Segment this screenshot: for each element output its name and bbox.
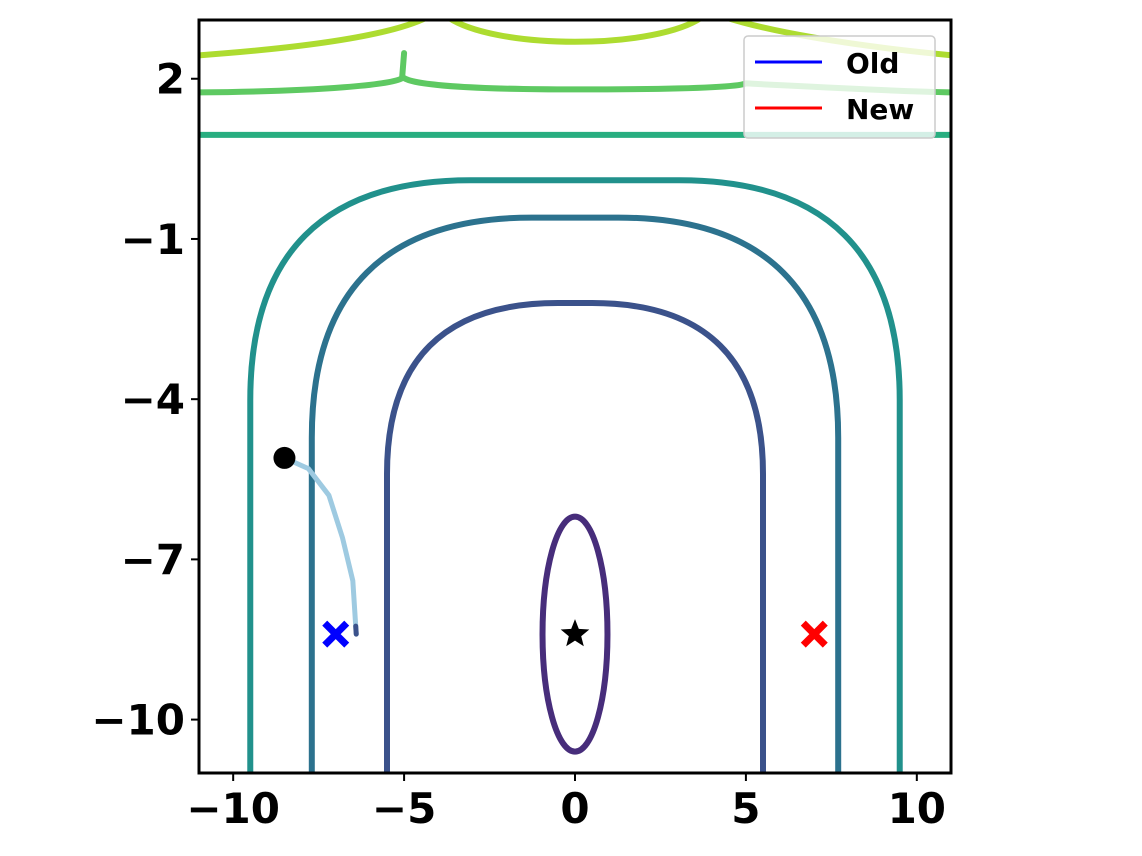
contour-line xyxy=(247,177,903,773)
x-tick-label: 10 xyxy=(888,784,946,833)
y-tick-label: −1 xyxy=(121,215,185,264)
x-tick-label: −10 xyxy=(186,784,280,833)
trajectory xyxy=(281,455,359,637)
contour-line xyxy=(308,214,842,773)
y-tick-label: −7 xyxy=(121,535,185,584)
y-tick-label: −10 xyxy=(91,696,185,745)
old-x-marker xyxy=(322,620,350,648)
optimum-star-marker xyxy=(560,619,590,647)
axis-ticks: −10 −5 0 5 10 2 −1 −4 −7 −10 xyxy=(91,55,946,833)
trajectory-line xyxy=(281,455,359,637)
legend-label-old: Old xyxy=(846,47,899,80)
legend-label-new: New xyxy=(846,93,914,126)
y-tick-label: 2 xyxy=(156,55,185,104)
contour-line xyxy=(384,300,766,773)
x-tick-label: −5 xyxy=(372,784,436,833)
x-tick-label: 5 xyxy=(731,784,760,833)
x-tick-label: 0 xyxy=(560,784,589,833)
trajectory-end xyxy=(353,623,359,637)
plot-background xyxy=(199,20,951,773)
new-x-marker xyxy=(800,620,828,648)
y-tick-label: −4 xyxy=(121,375,185,424)
contour-line xyxy=(539,513,611,755)
start-point-marker xyxy=(273,446,296,469)
legend: Old New xyxy=(743,35,936,139)
markers xyxy=(273,446,828,648)
